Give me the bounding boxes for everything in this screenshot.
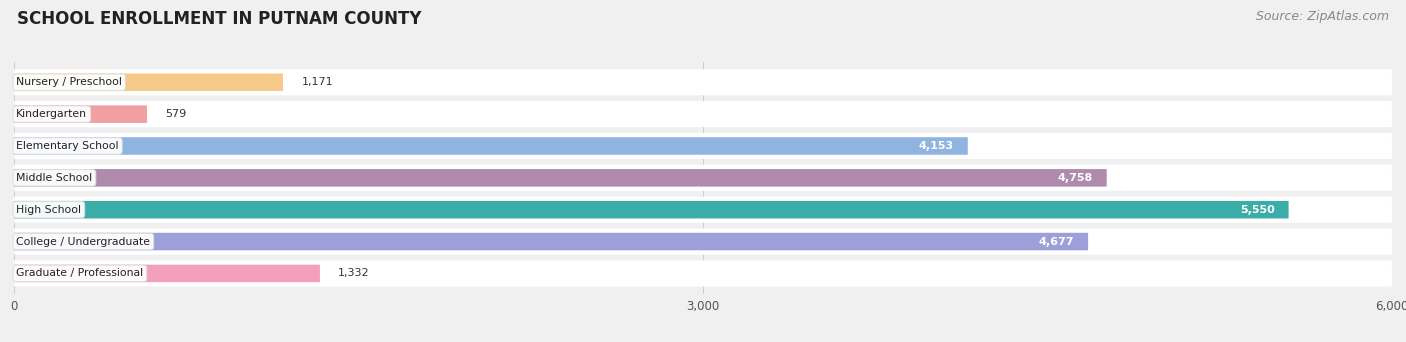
FancyBboxPatch shape	[14, 165, 1392, 191]
Text: 579: 579	[166, 109, 187, 119]
FancyBboxPatch shape	[14, 74, 283, 91]
Text: Graduate / Professional: Graduate / Professional	[17, 268, 143, 278]
Text: 4,153: 4,153	[920, 141, 955, 151]
FancyBboxPatch shape	[14, 133, 1392, 159]
FancyBboxPatch shape	[14, 228, 1392, 254]
Text: SCHOOL ENROLLMENT IN PUTNAM COUNTY: SCHOOL ENROLLMENT IN PUTNAM COUNTY	[17, 10, 422, 28]
Text: Source: ZipAtlas.com: Source: ZipAtlas.com	[1256, 10, 1389, 23]
FancyBboxPatch shape	[14, 101, 1392, 127]
Text: Elementary School: Elementary School	[17, 141, 120, 151]
FancyBboxPatch shape	[14, 105, 148, 123]
Text: Nursery / Preschool: Nursery / Preschool	[17, 77, 122, 87]
FancyBboxPatch shape	[14, 69, 1392, 95]
FancyBboxPatch shape	[14, 137, 967, 155]
Text: 5,550: 5,550	[1240, 205, 1275, 215]
Text: 1,171: 1,171	[301, 77, 333, 87]
Text: High School: High School	[17, 205, 82, 215]
FancyBboxPatch shape	[14, 201, 1288, 219]
Text: College / Undergraduate: College / Undergraduate	[17, 237, 150, 247]
Text: Kindergarten: Kindergarten	[17, 109, 87, 119]
Text: 1,332: 1,332	[339, 268, 370, 278]
Text: Middle School: Middle School	[17, 173, 93, 183]
FancyBboxPatch shape	[14, 260, 1392, 287]
FancyBboxPatch shape	[14, 233, 1088, 250]
FancyBboxPatch shape	[14, 169, 1107, 187]
FancyBboxPatch shape	[14, 197, 1392, 223]
Text: 4,677: 4,677	[1039, 237, 1074, 247]
FancyBboxPatch shape	[14, 265, 321, 282]
Text: 4,758: 4,758	[1057, 173, 1092, 183]
